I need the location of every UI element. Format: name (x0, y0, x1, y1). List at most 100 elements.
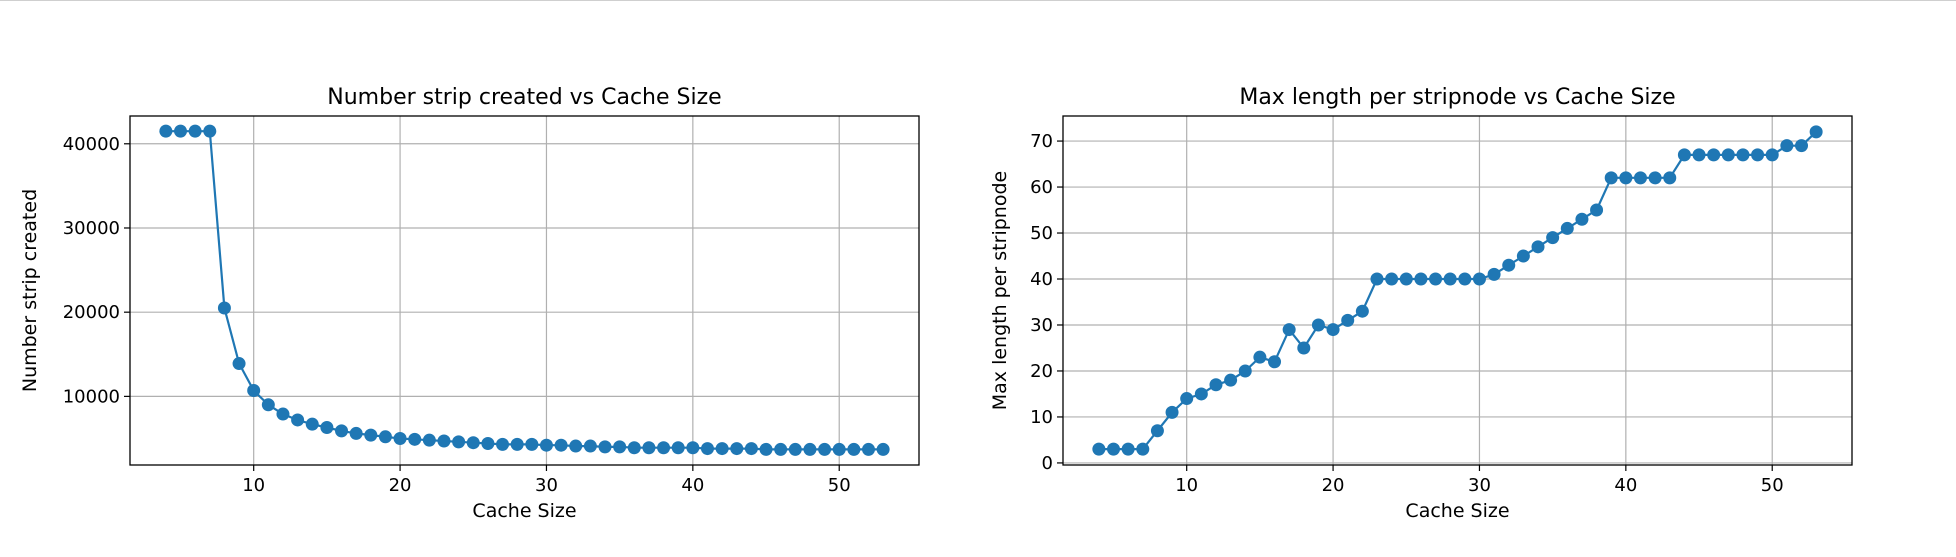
data-point (1238, 364, 1252, 378)
chart-max-length: 10 20 30 40 50 0 10 20 30 40 50 60 70 Max length pe… (989, 85, 1853, 522)
data-point (1414, 272, 1428, 286)
data-point (174, 124, 188, 138)
data-point (1633, 171, 1647, 185)
chart-2-y-axis-label: Max length per stripnode (989, 171, 1011, 410)
data-point (1487, 267, 1501, 281)
data-point (554, 438, 568, 452)
data-point (422, 433, 436, 447)
data-point (247, 383, 261, 397)
y-tick-label: 30000 (63, 218, 120, 239)
data-point (335, 424, 349, 438)
data-point (832, 442, 846, 456)
series-line (1098, 131, 1817, 451)
chart-2-axes-frame (1062, 115, 1853, 466)
y-tick-label: 60 (1030, 177, 1053, 198)
data-point (759, 442, 773, 456)
data-point (876, 442, 890, 456)
data-point (1604, 171, 1618, 185)
y-tick-label: 20 (1030, 361, 1053, 382)
data-point (1282, 323, 1296, 337)
data-point (378, 430, 392, 444)
data-point (700, 442, 714, 456)
chart-2-x-axis-label: Cache Size (1405, 500, 1509, 522)
data-point (1472, 272, 1486, 286)
x-tick-label: 40 (681, 475, 704, 496)
data-point (1311, 318, 1325, 332)
data-point (803, 442, 817, 456)
data-point (1809, 125, 1823, 139)
y-tick-label: 30 (1030, 315, 1053, 336)
data-point (510, 437, 524, 451)
data-point (613, 440, 627, 454)
data-point (598, 440, 612, 454)
y-tick-label: 50 (1030, 223, 1053, 244)
chart-1-grid (130, 116, 919, 465)
data-point (481, 437, 495, 451)
data-point (452, 435, 466, 449)
data-point (730, 442, 744, 456)
data-point (1194, 387, 1208, 401)
data-point (1575, 212, 1589, 226)
x-tick-label: 30 (1468, 475, 1491, 496)
x-tick-label: 20 (1322, 475, 1345, 496)
data-point (1165, 405, 1179, 419)
chart-1-series (159, 124, 890, 456)
data-point (1780, 139, 1794, 153)
x-tick-label: 40 (1614, 475, 1637, 496)
data-point (657, 441, 671, 455)
x-tick-label: 50 (1761, 475, 1784, 496)
chart-1-x-axis-label: Cache Size (472, 500, 576, 522)
data-point (525, 437, 539, 451)
data-point (1751, 148, 1765, 162)
data-point (861, 442, 875, 456)
data-point (788, 442, 802, 456)
data-point (1560, 221, 1574, 235)
data-point (1150, 424, 1164, 438)
data-point (393, 431, 407, 445)
data-point (1121, 442, 1135, 456)
chart-1-axes-frame (129, 115, 920, 466)
data-point (1546, 231, 1560, 245)
data-point (671, 441, 685, 455)
y-tick-label: 10 (1030, 407, 1053, 428)
data-point (466, 436, 480, 450)
data-point (320, 421, 334, 435)
top-border-line (0, 0, 1956, 1)
data-point (1092, 442, 1106, 456)
data-point (364, 428, 378, 442)
data-point (1180, 392, 1194, 406)
data-point (1516, 249, 1530, 263)
data-point (305, 417, 319, 431)
data-point (261, 398, 275, 412)
data-point (642, 441, 656, 455)
data-point (1429, 272, 1443, 286)
data-point (1663, 171, 1677, 185)
data-point (159, 124, 173, 138)
data-point (847, 442, 861, 456)
chart-2-grid (1063, 116, 1852, 465)
y-tick-label: 40000 (63, 134, 120, 155)
y-tick-label: 40 (1030, 269, 1053, 290)
data-point (686, 441, 700, 455)
data-point (1502, 258, 1516, 272)
data-point (583, 439, 597, 453)
data-point (1399, 272, 1413, 286)
data-point (203, 124, 217, 138)
data-point (1107, 442, 1121, 456)
data-point (539, 438, 553, 452)
data-point (1736, 148, 1750, 162)
data-point (1531, 240, 1545, 254)
data-point (1677, 148, 1691, 162)
chart-2-title: Max length per stripnode vs Cache Size (1239, 85, 1675, 110)
data-point (1224, 373, 1238, 387)
data-point (232, 357, 246, 371)
data-point (437, 434, 451, 448)
data-point (818, 442, 832, 456)
data-point (1253, 350, 1267, 364)
data-point (774, 442, 788, 456)
data-point (496, 437, 510, 451)
data-point (1443, 272, 1457, 286)
data-point (627, 441, 641, 455)
data-point (276, 407, 290, 421)
